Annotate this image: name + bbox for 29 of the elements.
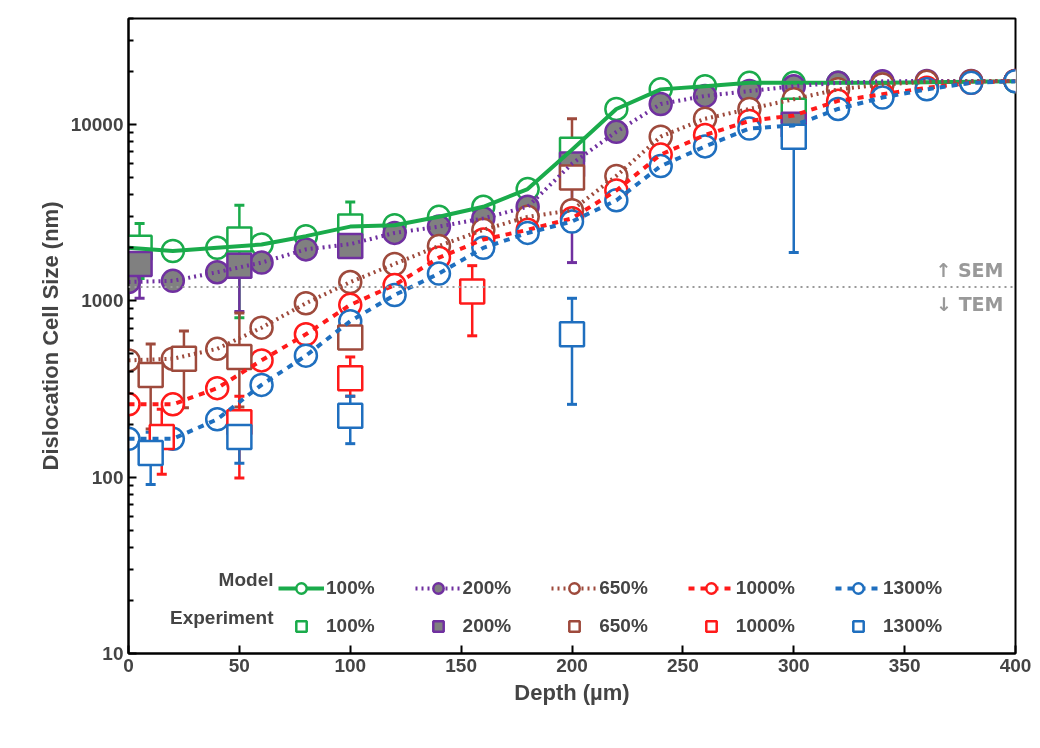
legend-label: 1000% <box>735 615 795 637</box>
x-tick-label: 300 <box>777 654 810 676</box>
annotation: Model <box>218 568 274 590</box>
x-tick-label: 0 <box>123 654 134 676</box>
legend-label: 100% <box>326 615 375 637</box>
legend-label: 1000% <box>735 577 795 599</box>
y-tick-label: 10 <box>102 643 124 664</box>
legend-label: 650% <box>599 615 648 637</box>
x-tick-label: 350 <box>888 654 921 676</box>
x-tick-label: 200 <box>556 654 588 676</box>
x-tick-label: 100 <box>334 654 367 676</box>
x-tick-label: 400 <box>999 654 1032 676</box>
x-tick-label: 50 <box>228 654 250 676</box>
y-tick-label: 100 <box>91 466 124 488</box>
annotation: Experiment <box>170 606 275 628</box>
legend-label: 200% <box>462 615 512 637</box>
ref-line-label: ↑ SEM <box>935 258 1004 281</box>
y-axis-title: Dislocation Cell Size (nm) <box>37 201 63 471</box>
x-tick-label: 250 <box>667 654 699 676</box>
legend-label: 200% <box>462 577 512 599</box>
y-tick-label: 10000 <box>70 114 124 136</box>
legend-label: 100% <box>326 577 375 599</box>
legend-label: 1300% <box>883 615 943 637</box>
y-tick-label: 1000 <box>81 290 124 312</box>
x-axis-title: Depth (µm) <box>514 679 630 705</box>
annotation: ↓ TEM <box>936 292 1004 315</box>
legend-label: 1300% <box>883 577 943 599</box>
x-tick-label: 150 <box>445 654 477 676</box>
legend-label: 650% <box>599 577 648 599</box>
